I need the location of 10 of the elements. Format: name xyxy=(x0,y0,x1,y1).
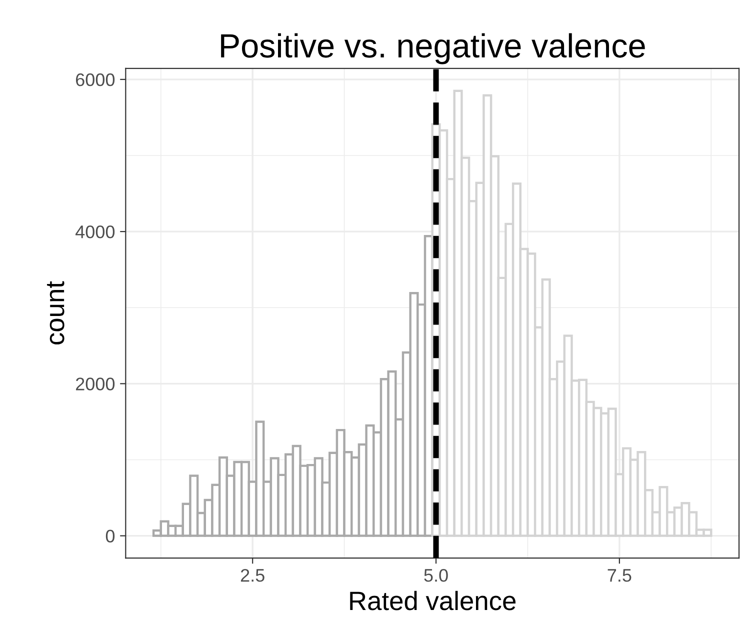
x-axis-title: Rated valence xyxy=(350,590,516,610)
x-tick-label: 2.5 xyxy=(240,568,264,582)
y-tick-label: 0 xyxy=(106,530,115,543)
x-tick-label: 7.5 xyxy=(608,569,632,582)
y-tick-label: 4000 xyxy=(76,225,115,238)
y-tick-label: 2000 xyxy=(76,378,115,390)
chart-title: Positive vs. negative valence xyxy=(221,33,645,64)
x-tick-label: 5.0 xyxy=(424,568,448,582)
y-tick-label: 6000 xyxy=(76,73,115,86)
y-axis-title: count xyxy=(46,281,64,344)
